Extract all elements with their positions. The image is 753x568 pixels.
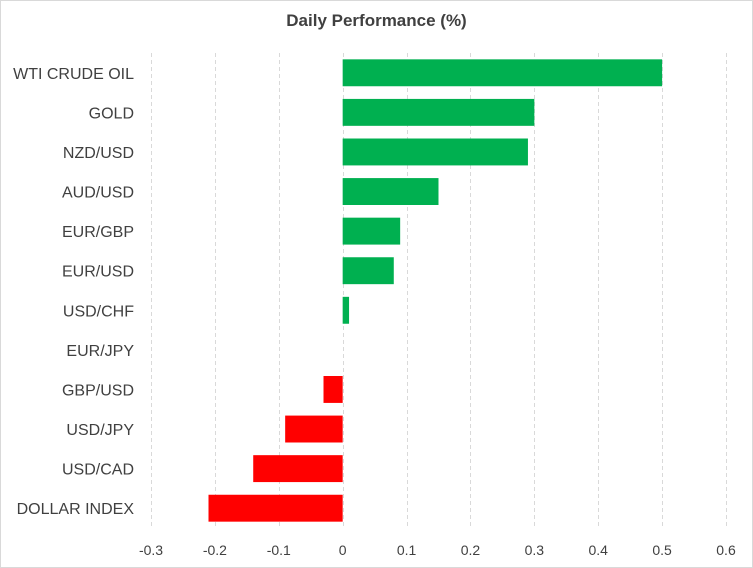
bar-layer <box>208 59 663 522</box>
grid-layer <box>151 53 727 528</box>
x-tick-label: 0.5 <box>652 542 672 558</box>
x-tick-label: 0.6 <box>716 542 736 558</box>
bar-usd-jpy <box>285 415 343 443</box>
bar-usd-cad <box>253 455 343 483</box>
x-tick-label: 0.3 <box>525 542 545 558</box>
x-tick-label: 0 <box>339 542 347 558</box>
category-label-nzd-usd: NZD/USD <box>63 145 134 162</box>
category-label-usd-chf: USD/CHF <box>63 303 134 320</box>
chart-title: Daily Performance (%) <box>286 11 467 30</box>
x-tick-label: 0.4 <box>588 542 608 558</box>
bar-eur-gbp <box>342 217 401 245</box>
bar-nzd-usd <box>342 138 528 166</box>
x-tick-label: -0.1 <box>267 542 291 558</box>
category-label-gold: GOLD <box>89 105 134 122</box>
category-label-eur-gbp: EUR/GBP <box>62 224 134 241</box>
bar-usd-chf <box>342 296 350 324</box>
category-label-eur-jpy: EUR/JPY <box>66 343 134 360</box>
category-label-eur-usd: EUR/USD <box>62 264 134 281</box>
bar-wti-crude-oil <box>342 59 663 87</box>
category-label-usd-cad: USD/CAD <box>62 462 134 479</box>
bar-gbp-usd <box>323 376 343 403</box>
x-tick-label: 0.2 <box>461 542 481 558</box>
category-label-usd-jpy: USD/JPY <box>66 422 134 439</box>
bar-gold <box>342 98 535 126</box>
x-tick-label: -0.2 <box>203 542 227 558</box>
tick-label-layer: -0.3 -0.2 -0.1 0 0.1 0.2 0.3 0.4 0.5 0.6 <box>139 542 736 558</box>
category-label-layer: WTI CRUDE OIL GOLD NZD/USD AUD/USD EUR/GBP EU… <box>13 66 134 518</box>
x-tick-label: 0.1 <box>397 542 417 558</box>
bar-eur-usd <box>342 257 394 285</box>
bar-dollar-index <box>208 494 343 522</box>
category-label-gbp-usd: GBP/USD <box>62 382 134 399</box>
bar-aud-usd <box>342 178 439 205</box>
x-tick-label: -0.3 <box>139 542 163 558</box>
category-label-aud-usd: AUD/USD <box>62 185 134 202</box>
category-label-wti-crude-oil: WTI CRUDE OIL <box>13 66 134 83</box>
category-label-dollar-index: DOLLAR INDEX <box>17 501 135 518</box>
